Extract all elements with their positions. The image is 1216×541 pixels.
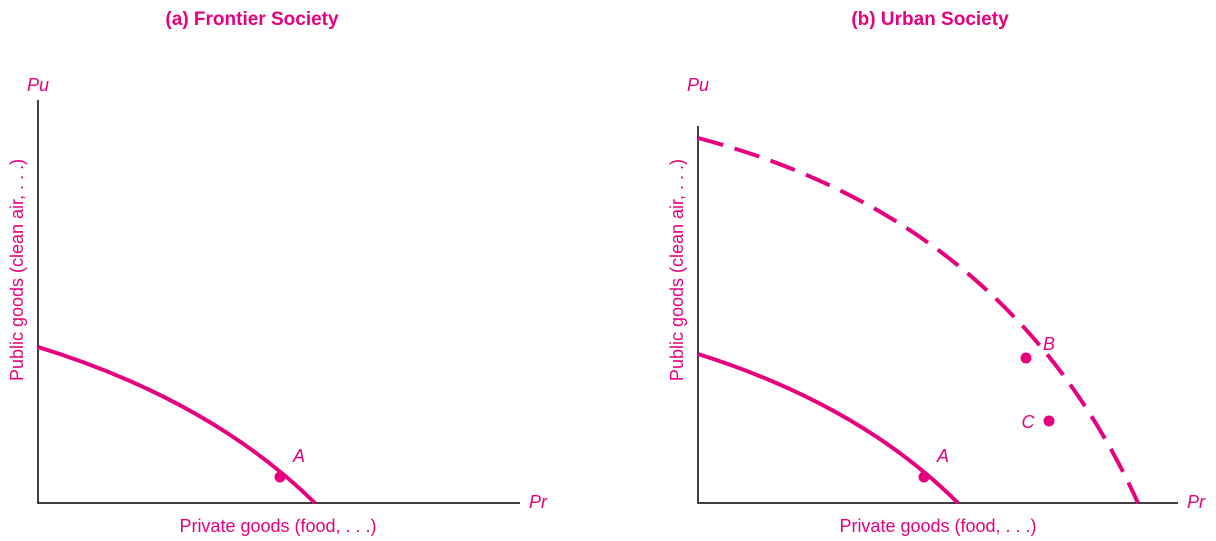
x-axis-label: Private goods (food, . . .) [839,516,1036,536]
point [918,471,930,483]
point [1043,415,1055,427]
y-axis-label: Public goods (clean air, . . .) [7,159,27,381]
x-axis-symbol: Pr [1187,492,1206,512]
point-label: A [936,446,949,466]
panel-title: (b) Urban Society [851,9,1009,30]
axes [37,100,520,504]
point-label: B [1043,334,1055,354]
ppf-curve [37,345,317,505]
point-label: A [292,446,305,466]
panel-title: (a) Frontier Society [165,9,339,30]
y-axis-symbol: Pu [687,75,709,95]
x-axis-label: Private goods (food, . . .) [179,516,376,536]
y-axis-label: Public goods (clean air, . . .) [667,159,687,381]
point [274,471,286,483]
axes [697,126,1178,504]
ppf-curve-dashed [697,136,1140,504]
point [1020,352,1032,364]
x-axis-symbol: Pr [529,492,548,512]
y-axis-symbol: Pu [27,75,49,95]
ppf-curve [697,352,960,505]
point-label: C [1022,412,1036,432]
